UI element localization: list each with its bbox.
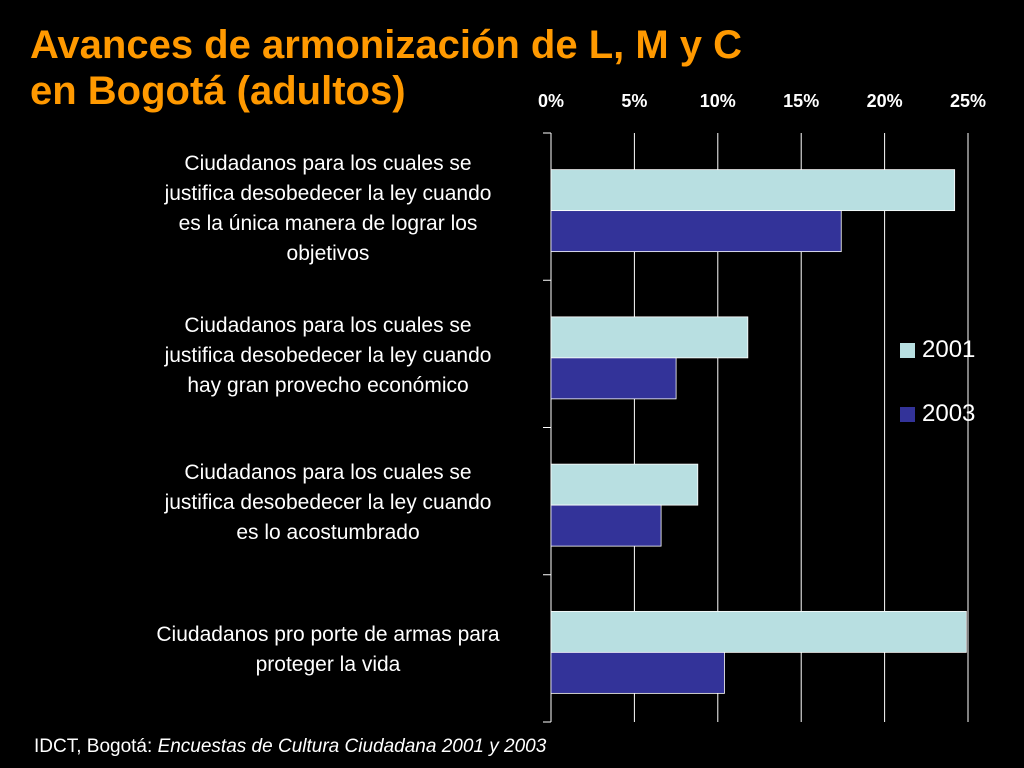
bar-2003 — [550, 210, 842, 253]
x-tick-label: 10% — [700, 91, 736, 111]
category-label-line: justifica desobedecer la ley cuando — [164, 491, 492, 515]
bar-2003 — [550, 504, 662, 547]
category-label-line: hay gran provecho económico — [187, 373, 469, 397]
category-label-line: proteger la vida — [255, 653, 401, 677]
bar-2001 — [550, 169, 956, 212]
chart-title-line-1: Avances de armonización de L, M y C — [30, 23, 743, 67]
category-label-line: Ciudadanos para los cuales se — [184, 461, 472, 485]
legend-item-2003: 2003 — [900, 398, 975, 430]
legend-label-2003: 2003 — [922, 400, 976, 427]
legend-swatch-2001 — [900, 342, 915, 358]
bar-2003 — [550, 651, 725, 694]
source-note: IDCT, Bogotá: Encuestas de Cultura Ciuda… — [34, 736, 546, 758]
category-label-line: Ciudadanos para los cuales se — [184, 313, 472, 337]
category-label-line: justifica desobedecer la ley cuando — [164, 181, 492, 205]
category-label-line: es la única manera de lograr los — [178, 211, 478, 235]
x-tick-label: 15% — [783, 91, 819, 111]
x-tick-label: 5% — [621, 91, 647, 111]
category-label-line: Ciudadanos para los cuales se — [184, 151, 472, 175]
legend-item-2001: 2001 — [900, 334, 975, 366]
bar-2001 — [550, 316, 749, 359]
bar-2001 — [550, 610, 967, 653]
category-label: Ciudadanos para los cuales se justifica d… — [118, 458, 538, 548]
x-tick-label: 25% — [950, 91, 986, 111]
x-tick-label: 0% — [538, 91, 564, 111]
category-label: Ciudadanos pro porte de armas para proteg… — [118, 620, 538, 680]
x-tick-label: 20% — [867, 91, 903, 111]
category-label: Ciudadanos para los cuales se justifica d… — [118, 149, 538, 269]
category-label-line: justifica desobedecer la ley cuando — [164, 343, 492, 367]
legend-swatch-2003 — [900, 406, 915, 422]
bar-2001 — [550, 463, 699, 506]
category-label-line: Ciudadanos pro porte de armas para — [156, 623, 500, 647]
category-label: Ciudadanos para los cuales se justifica d… — [118, 311, 538, 401]
chart-title-line-2: en Bogotá (adultos) — [30, 69, 406, 113]
legend-label-2001: 2001 — [922, 336, 976, 363]
bar-2003 — [550, 357, 677, 400]
category-label-line: es lo acostumbrado — [236, 521, 420, 545]
category-label-line: objetivos — [286, 241, 370, 265]
chart-title: Avances de armonización de L, M y C en B… — [30, 22, 742, 114]
source-prefix: IDCT, Bogotá: — [34, 736, 158, 757]
source-title: Encuestas de Cultura Ciudadana 2001 y 20… — [157, 736, 547, 757]
legend: 2001 2003 — [900, 334, 975, 462]
